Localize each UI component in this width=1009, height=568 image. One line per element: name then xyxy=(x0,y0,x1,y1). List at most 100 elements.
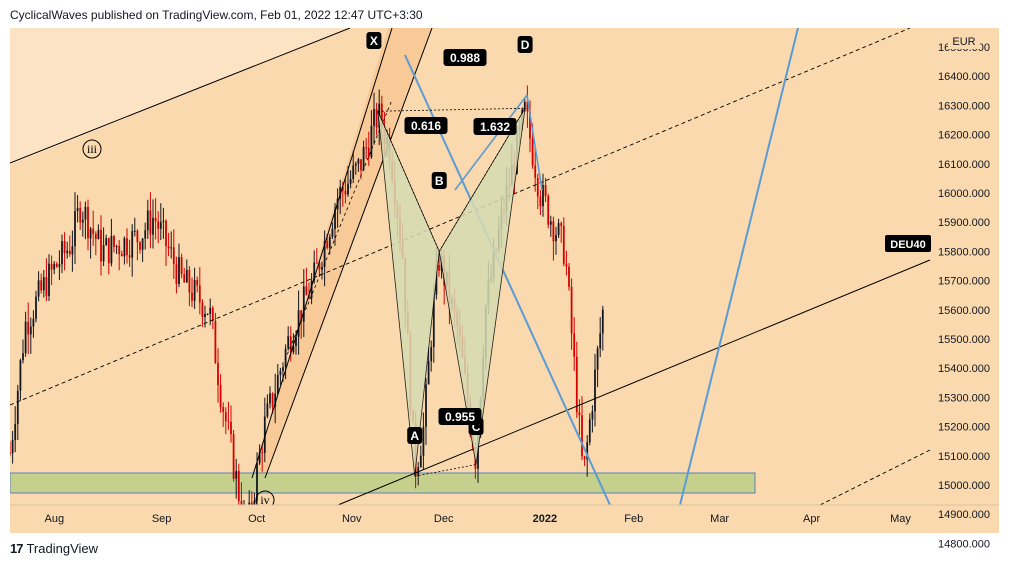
point-d-label[interactable]: D xyxy=(517,36,533,53)
x-tick-label: May xyxy=(890,513,911,525)
candle-body xyxy=(191,292,193,301)
candle-body xyxy=(154,217,157,222)
candle-body xyxy=(76,208,79,212)
candle-body xyxy=(42,277,45,291)
candle-body xyxy=(263,416,266,453)
candle-body xyxy=(14,424,17,441)
candle-body xyxy=(66,250,69,254)
y-tick-label: 14900.000 xyxy=(938,509,990,521)
point-a-label-text: A xyxy=(410,429,419,443)
wave-label-iii[interactable]: iii xyxy=(82,139,102,159)
candle-body xyxy=(170,247,173,249)
point-a-label-box xyxy=(407,427,423,444)
ratio-xd-label[interactable]: 0.988 xyxy=(443,49,487,66)
y-tick-label: 15800.000 xyxy=(938,246,990,258)
candle-body xyxy=(74,211,76,247)
candle-body xyxy=(425,384,427,427)
candle-body xyxy=(84,206,87,220)
candle-body xyxy=(81,219,84,223)
candle-body xyxy=(370,125,373,158)
y-tick-label: 15300.000 xyxy=(938,392,990,404)
ratio-bd-label-text: 1.632 xyxy=(480,120,510,134)
candle-body xyxy=(594,369,596,412)
candle-body xyxy=(162,220,165,222)
candle-body xyxy=(357,159,360,164)
currency-badge[interactable]: EUR xyxy=(948,33,980,49)
ratio-xd-label-text: 0.988 xyxy=(450,51,480,65)
ratio-ac-label[interactable]: 0.955 xyxy=(438,408,482,425)
candle-body xyxy=(430,347,433,362)
harmonic-ratio-line xyxy=(414,464,477,477)
candle-body xyxy=(53,263,56,270)
wave-label-circle xyxy=(82,139,102,159)
candle-body xyxy=(557,223,560,236)
ratio-bd-label-box xyxy=(473,118,517,135)
candle-body xyxy=(188,269,191,293)
candle-body xyxy=(570,286,573,334)
candle-body xyxy=(118,246,121,255)
point-a-label[interactable]: A xyxy=(407,427,423,444)
plot-area[interactable] xyxy=(9,28,999,546)
candle-body xyxy=(133,230,136,232)
candle-body xyxy=(349,178,352,184)
candle-body xyxy=(266,403,269,417)
candle-body xyxy=(185,269,188,283)
candle-body xyxy=(68,250,71,255)
wave-label-circle xyxy=(255,490,275,508)
candle-body xyxy=(539,196,542,207)
candle-body xyxy=(289,336,292,353)
candle-body xyxy=(167,246,170,249)
candle-body xyxy=(105,238,108,246)
candle-body xyxy=(588,419,591,443)
candle-body xyxy=(438,265,440,271)
candle-body xyxy=(354,163,357,166)
brand-label: TradingView xyxy=(26,541,99,556)
candle-body xyxy=(305,286,308,296)
candle-body xyxy=(32,318,35,327)
candle-body xyxy=(583,456,586,460)
candle-body xyxy=(131,231,134,258)
candle-body xyxy=(562,225,565,264)
upper-trendline xyxy=(10,28,351,164)
candle-body xyxy=(63,241,66,254)
symbol-badge[interactable]: DEU40 xyxy=(885,235,931,252)
candle-body xyxy=(531,138,534,166)
ratio-xb-label[interactable]: 0.616 xyxy=(404,117,448,134)
candle-body xyxy=(560,223,563,226)
x-tick-label: Mar xyxy=(710,513,729,525)
candle-body xyxy=(292,345,295,353)
candle-body xyxy=(183,274,186,283)
ratio-ac-label-text: 0.955 xyxy=(445,410,475,424)
y-tick-label: 16300.000 xyxy=(938,100,990,112)
currency-text: EUR xyxy=(952,36,975,48)
point-c-label-text: C xyxy=(472,420,481,434)
candle-body xyxy=(302,286,305,322)
candle-body xyxy=(172,247,175,265)
candle-body xyxy=(115,246,118,248)
candle-body xyxy=(141,238,144,250)
candle-body xyxy=(352,165,355,179)
y-tick-label: 16000.000 xyxy=(938,188,990,200)
publisher-line: CyclicalWaves published on TradingView.c… xyxy=(10,8,423,22)
tradingview-brand[interactable]: 17 TradingView xyxy=(10,541,98,556)
channel-right-edge xyxy=(264,28,433,479)
point-b-label[interactable]: B xyxy=(431,172,447,189)
candle-body xyxy=(334,209,336,230)
candle-body xyxy=(279,371,282,376)
wave-label-iv[interactable]: iv xyxy=(255,490,275,509)
x-tick-label: Oct xyxy=(248,513,265,525)
candle-body xyxy=(308,295,310,299)
channel-median xyxy=(284,99,393,361)
ratio-bd-label[interactable]: 1.632 xyxy=(473,118,517,135)
candle-body xyxy=(144,230,147,239)
candle-body xyxy=(22,353,24,361)
point-x-label[interactable]: X xyxy=(366,32,382,49)
candle-body xyxy=(224,411,227,422)
axes-layer: 16500.00016400.00016300.00016200.0001610… xyxy=(10,28,999,550)
projection-up-line xyxy=(679,28,799,506)
y-tick-label: 16400.000 xyxy=(938,71,990,83)
candle-body xyxy=(591,411,594,420)
tradingview-logo-icon: 17 xyxy=(10,541,24,556)
candle-body xyxy=(365,147,368,149)
